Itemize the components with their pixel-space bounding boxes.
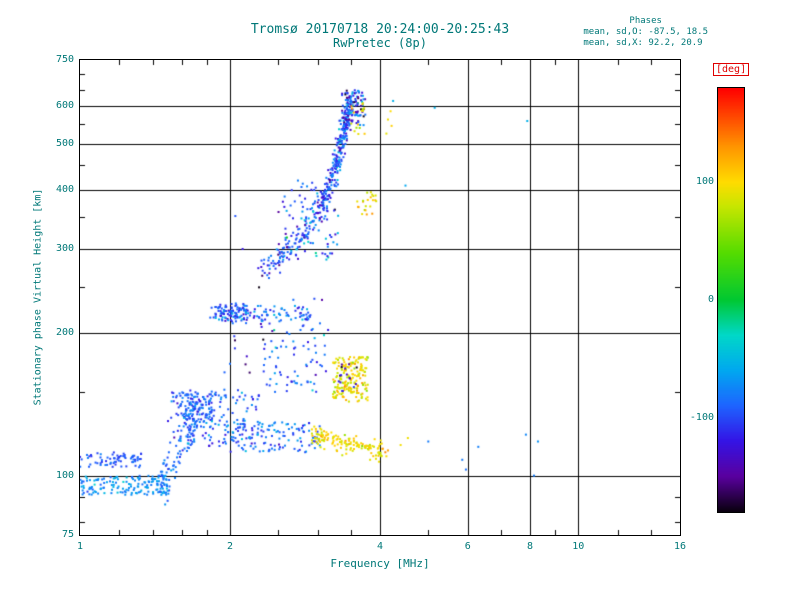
scatter-canvas bbox=[80, 60, 680, 535]
colorbar bbox=[717, 87, 745, 513]
colorbar-unit-label: [deg] bbox=[713, 63, 750, 76]
phase-stats-block: Phases mean, sd,O: -87.5, 18.5 mean, sd,… bbox=[583, 16, 708, 49]
plot-title: Tromsø 20170718 20:24:00-20:25:43 bbox=[250, 22, 510, 37]
cbtick-label: 100 bbox=[695, 176, 714, 188]
ytick-label: 400 bbox=[55, 183, 74, 195]
ytick-label: 600 bbox=[55, 100, 74, 112]
colorbar-gradient bbox=[718, 88, 744, 512]
ytick-label: 100 bbox=[55, 469, 74, 481]
xtick-label: 16 bbox=[673, 541, 687, 552]
phase-stats-o-mode: mean, sd,O: -87.5, 18.5 bbox=[583, 27, 708, 37]
ytick-label: 500 bbox=[55, 137, 74, 149]
xtick-label: 8 bbox=[526, 541, 534, 552]
plot-area bbox=[79, 59, 681, 536]
ytick-label: 300 bbox=[55, 243, 74, 255]
xtick-label: 1 bbox=[76, 541, 84, 552]
xtick-label: 4 bbox=[376, 541, 384, 552]
ytick-label: 75 bbox=[61, 529, 74, 540]
xtick-label: 2 bbox=[226, 541, 234, 552]
y-axis-label: Stationary phase Virtual Height [km] bbox=[32, 188, 44, 406]
plot-subtitle: RwPretec (8p) bbox=[333, 36, 427, 50]
phase-stats-x-mode: mean, sd,X: 92.2, 20.9 bbox=[583, 38, 703, 48]
cbtick-label: -100 bbox=[689, 411, 714, 423]
ytick-label: 750 bbox=[55, 54, 74, 65]
phase-stats-heading: Phases bbox=[629, 16, 662, 26]
xtick-label: 6 bbox=[464, 541, 471, 552]
cbtick-label: 0 bbox=[707, 294, 714, 305]
x-axis-label: Frequency [MHz] bbox=[330, 557, 430, 570]
xtick-label: 10 bbox=[572, 541, 585, 552]
ytick-label: 200 bbox=[55, 326, 74, 338]
